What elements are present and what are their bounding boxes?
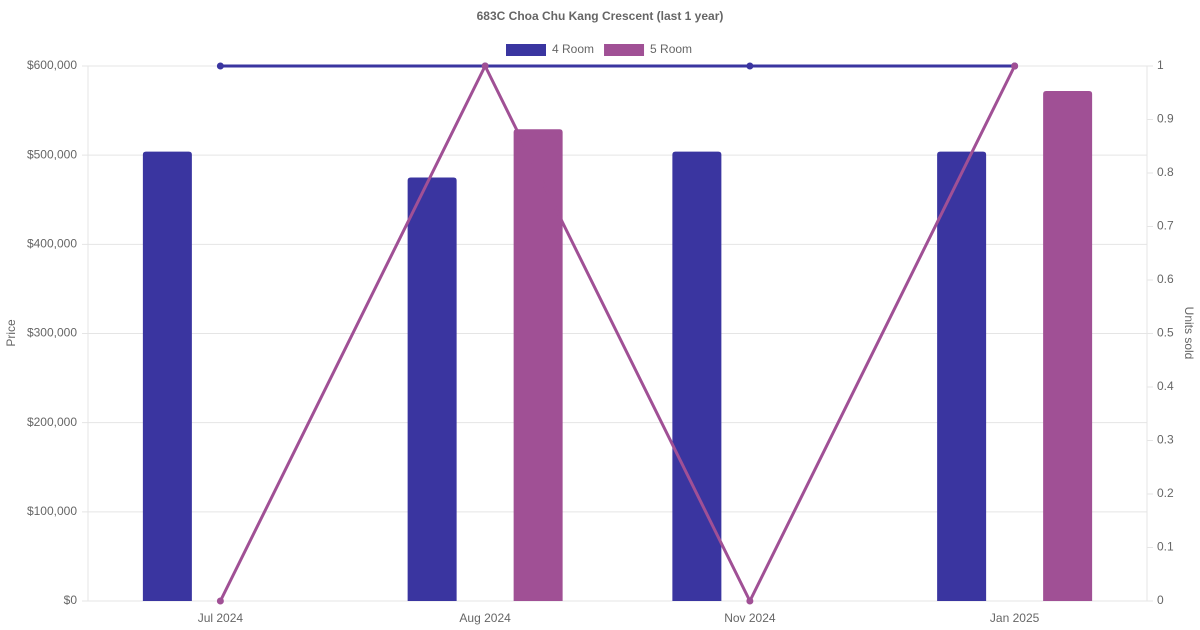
line-point — [216, 62, 224, 70]
y2-tick-label: 0.7 — [1157, 219, 1174, 233]
y2-tick-label: 0.8 — [1157, 165, 1174, 179]
y2-tick-label: 0.9 — [1157, 112, 1174, 126]
line-point — [216, 597, 224, 605]
y-tick-label: $400,000 — [27, 237, 77, 251]
legend-label: 5 Room — [650, 42, 692, 56]
bar — [1043, 90, 1093, 601]
y2-tick-label: 0.5 — [1157, 326, 1174, 340]
y2-tick-label: 0.3 — [1157, 433, 1174, 447]
legend-swatch — [604, 44, 645, 56]
bar — [407, 177, 457, 602]
y2-tick-label: 0.1 — [1157, 540, 1174, 554]
y-tick-label: $200,000 — [27, 415, 77, 429]
y2-tick-label: 1 — [1157, 58, 1164, 72]
bar — [672, 151, 722, 601]
y2-tick-label: 0.4 — [1157, 379, 1174, 393]
x-tick-label: Jan 2025 — [990, 611, 1040, 625]
y-tick-label: $0 — [64, 593, 78, 607]
y-tick-label: $500,000 — [27, 147, 77, 161]
chart-title: 683C Choa Chu Kang Crescent (last 1 year… — [477, 9, 724, 23]
legend-swatch — [506, 44, 546, 56]
line-point — [481, 62, 489, 70]
legend-label: 4 Room — [552, 42, 594, 56]
y-tick-label: $300,000 — [27, 326, 77, 340]
bar — [513, 129, 563, 601]
y2-tick-label: 0.2 — [1157, 486, 1174, 500]
y2-tick-label: 0.6 — [1157, 272, 1174, 286]
bar — [937, 151, 987, 601]
y-tick-label: $600,000 — [27, 58, 77, 72]
y-axis-label: Price — [4, 319, 18, 347]
line-point — [1011, 62, 1019, 70]
y2-tick-label: 0 — [1157, 593, 1164, 607]
line-point — [746, 62, 754, 70]
x-tick-label: Jul 2024 — [198, 611, 244, 625]
x-tick-label: Aug 2024 — [459, 611, 511, 625]
y2-axis-label: Units sold — [1182, 307, 1196, 360]
y-tick-label: $100,000 — [27, 504, 77, 518]
bar — [142, 151, 192, 601]
line — [219, 62, 1016, 605]
x-tick-label: Nov 2024 — [724, 611, 776, 625]
line-point — [746, 597, 754, 605]
